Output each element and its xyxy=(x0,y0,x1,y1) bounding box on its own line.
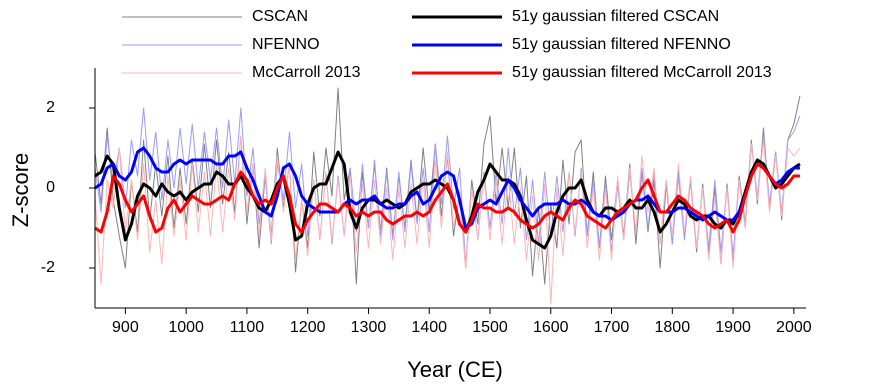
legend-label: 51y gaussian filtered McCarroll 2013 xyxy=(512,64,772,81)
x-tick-label: 1200 xyxy=(290,319,326,336)
x-tick-label: 1300 xyxy=(351,319,387,336)
legend-label: NFENNO xyxy=(252,36,320,53)
x-tick-label: 2000 xyxy=(776,319,812,336)
x-tick-label: 1500 xyxy=(472,319,508,336)
legend-label: 51y gaussian filtered NFENNO xyxy=(512,36,731,53)
x-tick-label: 1100 xyxy=(230,319,265,336)
x-tick-label: 1800 xyxy=(655,319,691,336)
x-tick-label: 900 xyxy=(112,319,139,336)
x-tick-label: 1000 xyxy=(168,319,204,336)
x-tick-label: 1600 xyxy=(533,319,569,336)
x-tick-label: 1400 xyxy=(411,319,447,336)
legend-label: 51y gaussian filtered CSCAN xyxy=(512,8,719,25)
x-tick-label: 1700 xyxy=(594,319,630,336)
legend-label: McCarroll 2013 xyxy=(252,64,361,81)
y-axis-label: Z-score xyxy=(8,153,33,228)
y-tick-label: 0 xyxy=(46,179,55,196)
x-tick-label: 1900 xyxy=(715,319,751,336)
legend-label: CSCAN xyxy=(252,8,308,25)
series-line xyxy=(94,162,800,234)
x-axis-label: Year (CE) xyxy=(407,357,503,382)
series-line xyxy=(94,146,800,230)
y-tick-label: -2 xyxy=(41,259,55,276)
y-tick-label: 2 xyxy=(46,99,55,116)
